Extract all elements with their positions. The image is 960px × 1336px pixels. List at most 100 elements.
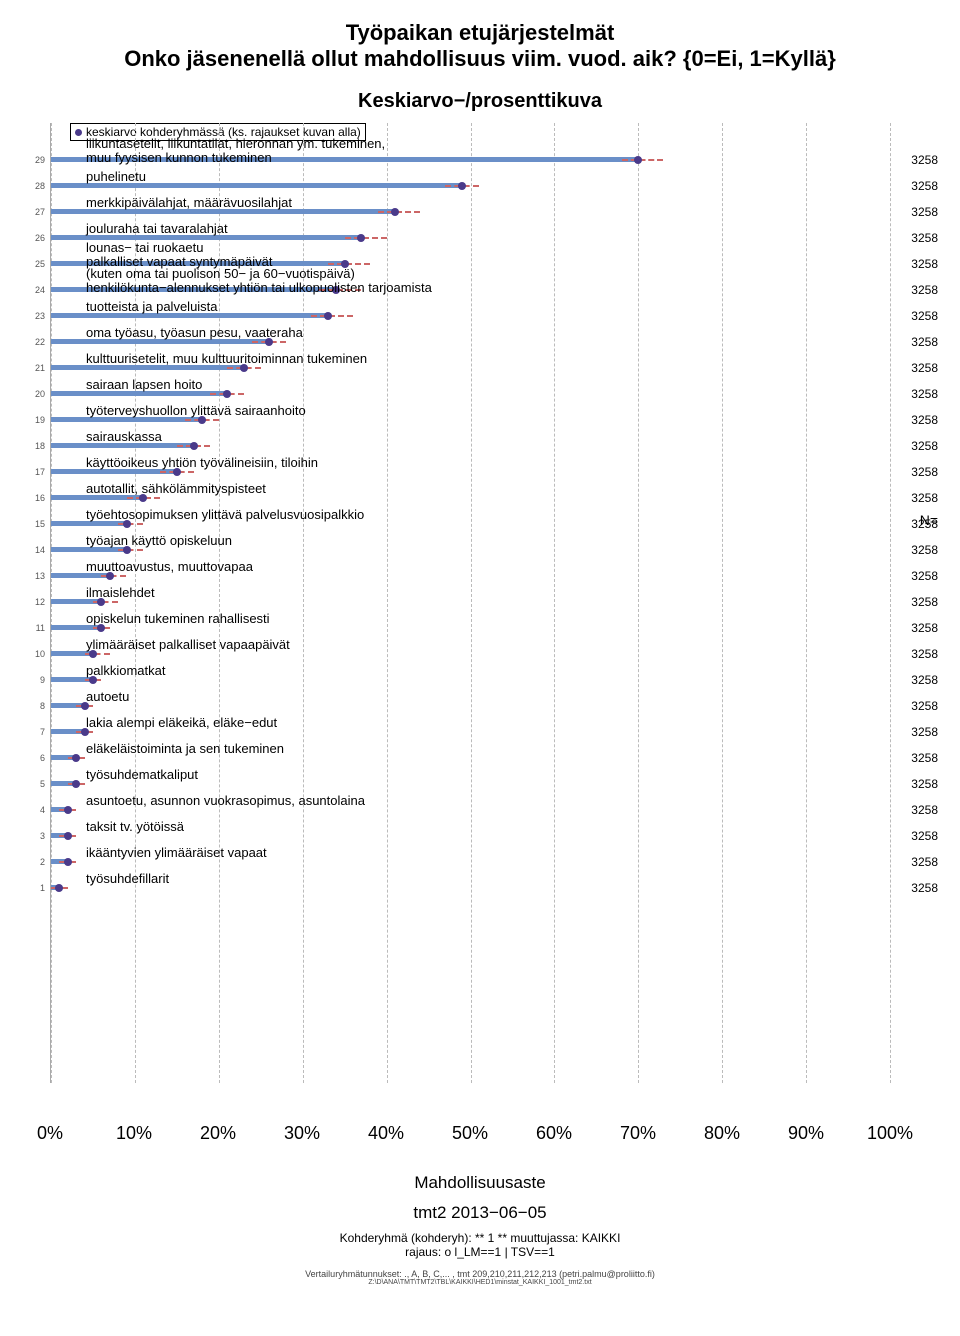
row-label: lakia alempi eläkeikä, eläke−edut	[86, 715, 277, 730]
row-label: opiskelun tukeminen rahallisesti	[86, 611, 270, 626]
n-value: 3258	[911, 257, 938, 271]
row-number: 5	[23, 779, 45, 789]
row-number: 6	[23, 753, 45, 763]
n-value: 3258	[911, 751, 938, 765]
mean-dot	[64, 858, 72, 866]
chart-row: 13muuttoavustus, muuttovapaa3258	[51, 563, 890, 589]
row-number: 7	[23, 727, 45, 737]
row-number: 8	[23, 701, 45, 711]
n-value: 3258	[911, 491, 938, 505]
x-axis: 0%10%20%30%40%50%60%70%80%90%100%	[50, 1123, 890, 1163]
footer-line-1: Kohderyhmä (kohderyh): ** 1 ** muuttujas…	[20, 1231, 940, 1245]
row-label: ylimääräiset palkalliset vapaapäivät	[86, 637, 290, 652]
row-number: 10	[23, 649, 45, 659]
chart-row: 19työterveyshuollon ylittävä sairaanhoit…	[51, 407, 890, 433]
n-value: 3258	[911, 465, 938, 479]
mean-dot	[72, 754, 80, 762]
chart-row: 9palkkiomatkat3258	[51, 667, 890, 693]
row-number: 23	[23, 311, 45, 321]
row-number: 20	[23, 389, 45, 399]
mean-dot	[357, 234, 365, 242]
row-label: taksit tv. yötöissä	[86, 819, 184, 834]
row-number: 2	[23, 857, 45, 867]
n-value: 3258	[911, 829, 938, 843]
n-value: 3258	[911, 569, 938, 583]
row-label: työsuhdematkaliput	[86, 767, 198, 782]
row-number: 21	[23, 363, 45, 373]
ci-dash	[311, 315, 353, 317]
footer: Kohderyhmä (kohderyh): ** 1 ** muuttujas…	[20, 1231, 940, 1286]
row-label: työajan käyttö opiskeluun	[86, 533, 232, 548]
n-value: 3258	[911, 855, 938, 869]
row-label: jouluraha tai tavaralahjat	[86, 221, 228, 236]
chart-title-line2: Onko jäsenenellä ollut mahdollisuus viim…	[20, 46, 940, 72]
x-tick: 90%	[788, 1123, 824, 1144]
row-number: 1	[23, 883, 45, 893]
row-label: asuntoetu, asunnon vuokrasopimus, asunto…	[86, 793, 365, 808]
n-value: 3258	[911, 309, 938, 323]
ci-dash	[378, 211, 420, 213]
row-label: (kuten oma tai puolison 50− ja 60−vuotis…	[86, 267, 432, 296]
chart-container: keskiarvo kohderyhmässä (ks. rajaukset k…	[20, 123, 940, 1286]
n-value: 3258	[911, 699, 938, 713]
x-tick: 100%	[867, 1123, 913, 1144]
footer-line-2: rajaus: o l_LM==1 | TSV==1	[20, 1245, 940, 1259]
n-value: 3258	[911, 647, 938, 661]
row-number: 13	[23, 571, 45, 581]
row-number: 17	[23, 467, 45, 477]
row-number: 29	[23, 155, 45, 165]
ci-dash	[328, 263, 370, 265]
plot-area: 29liikuntasetelit, liikuntatilat, hieron…	[50, 123, 890, 1083]
grid-line	[890, 123, 891, 1083]
n-value: 3258	[911, 387, 938, 401]
row-number: 9	[23, 675, 45, 685]
n-value: 3258	[911, 231, 938, 245]
row-label: palkkiomatkat	[86, 663, 165, 678]
mean-dot	[64, 832, 72, 840]
n-value: 3258	[911, 335, 938, 349]
row-label: kulttuurisetelit, muu kulttuuritoiminnan…	[86, 351, 367, 366]
n-value: 3258	[911, 413, 938, 427]
chart-row: 2ikääntyvien ylimääräiset vapaat3258	[51, 849, 890, 875]
mean-dot	[55, 884, 63, 892]
x-axis-label-1: Mahdollisuusaste	[20, 1173, 940, 1193]
x-tick: 50%	[452, 1123, 488, 1144]
row-label: työterveyshuollon ylittävä sairaanhoito	[86, 403, 306, 418]
row-number: 12	[23, 597, 45, 607]
row-number: 26	[23, 233, 45, 243]
n-value: 3258	[911, 881, 938, 895]
x-tick: 60%	[536, 1123, 572, 1144]
row-number: 11	[23, 623, 45, 633]
mean-dot	[458, 182, 466, 190]
mean-dot	[324, 312, 332, 320]
n-value: 3258	[911, 673, 938, 687]
row-label: oma työasu, työasun pesu, vaateraha	[86, 325, 303, 340]
row-label: liikuntasetelit, liikuntatilat, hieronna…	[86, 137, 385, 166]
n-value: 3258	[911, 439, 938, 453]
mean-dot	[64, 806, 72, 814]
n-value: 3258	[911, 283, 938, 297]
row-label: eläkeläistoiminta ja sen tukeminen	[86, 741, 284, 756]
row-label: tuotteista ja palveluista	[86, 299, 218, 314]
n-equals-label: N=	[920, 512, 938, 528]
n-value: 3258	[911, 179, 938, 193]
row-label: käyttöoikeus yhtiön työvälineisiin, tilo…	[86, 455, 318, 470]
ci-dash	[345, 237, 387, 239]
row-number: 27	[23, 207, 45, 217]
n-value: 3258	[911, 777, 938, 791]
chart-row: 10ylimääräiset palkalliset vapaapäivät32…	[51, 641, 890, 667]
row-label: työehtosopimuksen ylittävä palvelusvuosi…	[86, 507, 364, 522]
row-number: 3	[23, 831, 45, 841]
row-number: 14	[23, 545, 45, 555]
row-label: ikääntyvien ylimääräiset vapaat	[86, 845, 267, 860]
x-tick: 40%	[368, 1123, 404, 1144]
row-number: 22	[23, 337, 45, 347]
x-tick: 70%	[620, 1123, 656, 1144]
x-axis-label-2: tmt2 2013−06−05	[20, 1203, 940, 1223]
row-number: 18	[23, 441, 45, 451]
mean-dot	[190, 442, 198, 450]
mean-dot	[634, 156, 642, 164]
x-tick: 20%	[200, 1123, 236, 1144]
row-label: puhelinetu	[86, 169, 146, 184]
row-number: 19	[23, 415, 45, 425]
